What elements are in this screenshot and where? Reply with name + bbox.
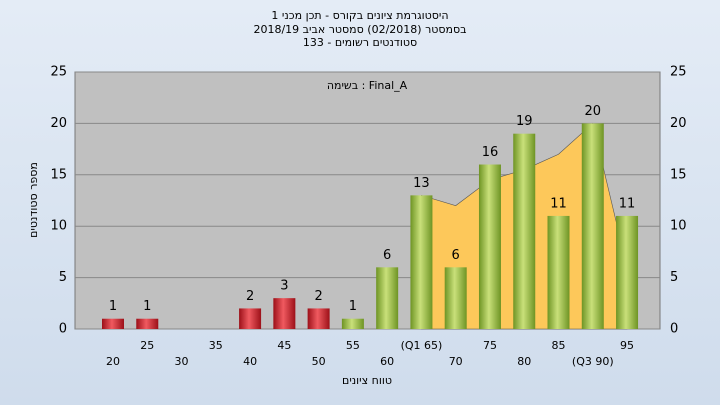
y-tick-label: 15 xyxy=(50,167,67,182)
y-tick-label: 10 xyxy=(50,219,67,234)
x-tick-label: 80 xyxy=(517,355,531,368)
x-tick-label: 40 xyxy=(243,355,257,368)
y2-tick-label: 20 xyxy=(670,116,687,131)
bar xyxy=(444,267,467,329)
bar xyxy=(136,318,159,329)
title-line: היסטוגרמת ציונים בקורס - תכן מכני 1 xyxy=(271,9,448,22)
x-tick-label: 85 xyxy=(552,339,566,352)
bar xyxy=(376,267,399,329)
x-tick-label: 20 xyxy=(106,355,120,368)
x-tick-label: 35 xyxy=(209,339,223,352)
bar xyxy=(341,318,364,329)
value-label: 1 xyxy=(109,299,117,314)
bar xyxy=(581,123,604,330)
x-tick-label: 70 xyxy=(449,355,463,368)
y2-tick-label: 10 xyxy=(670,219,687,234)
value-label: 1 xyxy=(349,299,357,314)
bar xyxy=(547,215,570,329)
value-label: 19 xyxy=(516,114,533,129)
bar xyxy=(616,215,639,329)
bar xyxy=(273,298,296,329)
x-tick-label: 55 xyxy=(346,339,360,352)
value-label: 11 xyxy=(550,196,567,211)
x-tick-label: 30 xyxy=(175,355,189,368)
bar xyxy=(102,318,124,329)
title-line: סטודנטים רשומים - 133 xyxy=(303,36,417,49)
x-tick-label: 25 xyxy=(140,339,154,352)
bar xyxy=(478,164,501,329)
annotation: בשימה : Final_A xyxy=(327,79,408,92)
y-tick-label: 20 xyxy=(50,116,67,131)
value-label: 20 xyxy=(585,104,602,119)
value-label: 16 xyxy=(482,145,499,160)
x-tick-label: (Q1 65) xyxy=(401,339,443,352)
x-axis-label: טווח ציונים xyxy=(342,374,392,387)
y-tick-label: 25 xyxy=(50,65,67,80)
x-tick-label: 95 xyxy=(620,339,634,352)
value-label: 1 xyxy=(143,299,151,314)
y2-tick-label: 5 xyxy=(670,270,678,285)
value-label: 11 xyxy=(619,196,636,211)
value-label: 6 xyxy=(452,248,460,263)
title-line: בסמסטר (02/2018) סמסטר אביב 2018/19 xyxy=(253,23,466,36)
value-label: 13 xyxy=(413,176,430,191)
y-tick-label: 5 xyxy=(59,270,67,285)
bar xyxy=(410,195,433,329)
bar xyxy=(307,308,330,329)
x-tick-label: (Q3 90) xyxy=(572,355,614,368)
y-tick-label: 0 xyxy=(59,322,67,337)
value-label: 2 xyxy=(314,289,322,304)
x-tick-label: 60 xyxy=(380,355,394,368)
y-axis-label: מספר סטודנטים xyxy=(27,162,40,238)
value-label: 6 xyxy=(383,248,391,263)
bar xyxy=(513,133,536,329)
bar xyxy=(239,308,262,329)
x-tick-label: 45 xyxy=(277,339,291,352)
y2-tick-label: 0 xyxy=(670,322,678,337)
x-tick-label: 75 xyxy=(483,339,497,352)
value-label: 2 xyxy=(246,289,254,304)
y2-tick-label: 25 xyxy=(670,65,687,80)
value-label: 3 xyxy=(280,279,288,294)
x-tick-label: 50 xyxy=(312,355,326,368)
y2-tick-label: 15 xyxy=(670,167,687,182)
